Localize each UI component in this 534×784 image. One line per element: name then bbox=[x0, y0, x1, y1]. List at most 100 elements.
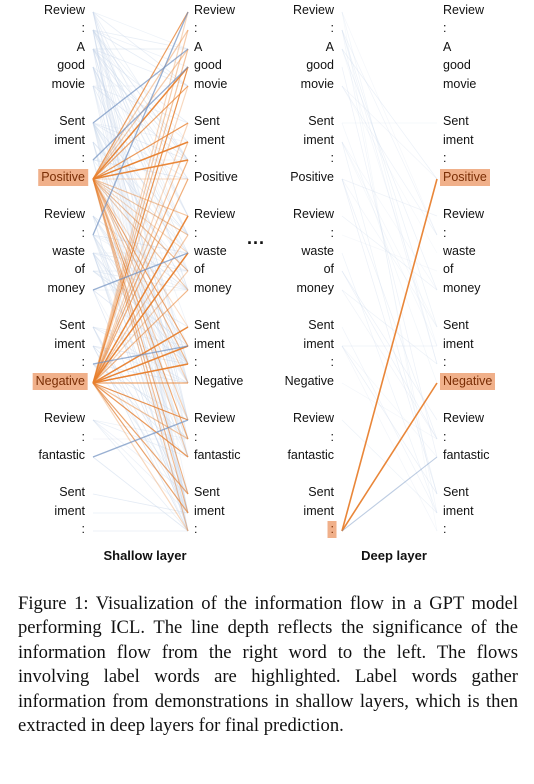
shallow-positive-flow bbox=[92, 85, 189, 180]
shallow-left-token-17-highlighted: Negative bbox=[32, 373, 88, 390]
shallow-strong-flow bbox=[92, 215, 189, 384]
shallow-faint-flow bbox=[92, 122, 189, 272]
shallow-faint-flow bbox=[92, 48, 189, 236]
deep-faint-flow bbox=[341, 289, 438, 440]
deep-right-token-23: : bbox=[443, 522, 447, 536]
shallow-strong-flow bbox=[92, 363, 189, 384]
deep-right-token-6: iment bbox=[443, 133, 474, 147]
shallow-right-token-11: waste bbox=[194, 244, 227, 258]
shallow-blue-flow bbox=[92, 252, 189, 291]
shallow-left-token-15: iment bbox=[54, 337, 85, 351]
shallow-faint-flow bbox=[92, 85, 189, 272]
deep-left-token-22: iment bbox=[303, 504, 334, 518]
shallow-faint-flow bbox=[92, 252, 189, 532]
shallow-faint-flow bbox=[92, 419, 189, 532]
deep-right-token-0: Review bbox=[443, 3, 484, 17]
deep-right-token-13: money bbox=[443, 281, 481, 295]
shallow-right-token-7: : bbox=[194, 151, 198, 165]
shallow-faint-flow bbox=[92, 11, 189, 272]
deep-right-token-2: A bbox=[443, 40, 452, 54]
shallow-left-token-20: fantastic bbox=[38, 448, 85, 462]
shallow-negative-flow bbox=[92, 66, 189, 384]
shallow-right-token-17: Negative bbox=[194, 374, 244, 388]
deep-faint-flow bbox=[341, 29, 438, 514]
shallow-faint-flow bbox=[92, 11, 189, 50]
deep-faint-flow bbox=[341, 66, 438, 458]
deep-right-token-3: good bbox=[443, 58, 471, 72]
deep-right-token-10: : bbox=[443, 226, 447, 240]
deep-right-token-11: waste bbox=[443, 244, 476, 258]
deep-left-token-16: : bbox=[330, 355, 334, 369]
deep-faint-flow bbox=[341, 215, 438, 291]
deep-left-token-8: Positive bbox=[290, 170, 334, 184]
shallow-faint-flow bbox=[92, 493, 189, 514]
deep-faint-flow bbox=[341, 85, 438, 180]
shallow-faint-flow bbox=[92, 48, 189, 161]
shallow-faint-flow bbox=[92, 11, 189, 87]
shallow-right-token-8: Positive bbox=[194, 170, 238, 184]
deep-faint-flow bbox=[341, 29, 438, 236]
shallow-right-token-15: iment bbox=[194, 337, 225, 351]
shallow-blue-flow bbox=[92, 66, 189, 161]
deep-faint-flow bbox=[341, 48, 438, 291]
deep-left-token-18: Review bbox=[293, 411, 334, 425]
shallow-left-token-13: money bbox=[47, 281, 85, 295]
shallow-left-token-21: Sent bbox=[59, 485, 85, 499]
deep-left-token-1: : bbox=[330, 21, 334, 35]
deep-faint-flow bbox=[341, 11, 438, 236]
shallow-strong-flow bbox=[92, 141, 189, 180]
deep-faint-flow bbox=[341, 29, 438, 365]
shallow-faint-flow bbox=[92, 29, 189, 180]
shallow-negative-flow bbox=[92, 382, 189, 458]
deep-faint-flow bbox=[341, 141, 438, 291]
deep-negative-extraction-flow bbox=[341, 382, 438, 532]
deep-faint-flow bbox=[341, 85, 438, 254]
deep-left-token-13: money bbox=[296, 281, 334, 295]
deep-faint-flow bbox=[341, 289, 438, 365]
shallow-negative-flow bbox=[92, 289, 189, 384]
shallow-positive-flow bbox=[92, 178, 189, 347]
deep-blue-flow bbox=[341, 456, 438, 532]
shallow-left-token-18: Review bbox=[44, 411, 85, 425]
deep-left-token-11: waste bbox=[301, 244, 334, 258]
layer-ellipsis: ... bbox=[247, 228, 266, 248]
shallow-faint-flow bbox=[92, 66, 189, 365]
deep-left-token-20: fantastic bbox=[287, 448, 334, 462]
deep-left-token-6: iment bbox=[303, 133, 334, 147]
deep-right-token-1: : bbox=[443, 21, 447, 35]
shallow-negative-flow bbox=[92, 270, 189, 384]
shallow-positive-flow bbox=[92, 178, 189, 328]
deep-left-token-4: movie bbox=[300, 77, 334, 91]
deep-left-token-7: : bbox=[330, 151, 334, 165]
deep-left-token-14: Sent bbox=[308, 318, 334, 332]
shallow-blue-flow bbox=[92, 11, 189, 236]
deep-right-token-17-highlighted: Negative bbox=[440, 373, 496, 390]
shallow-strong-flow bbox=[92, 345, 189, 384]
deep-faint-flow bbox=[341, 11, 438, 532]
deep-faint-flow bbox=[341, 85, 438, 236]
shallow-right-token-21: Sent bbox=[194, 485, 220, 499]
deep-right-token-12: of bbox=[443, 262, 454, 276]
shallow-negative-flow bbox=[92, 382, 189, 532]
shallow-positive-flow bbox=[92, 29, 189, 180]
deep-left-token-12: of bbox=[323, 262, 334, 276]
shallow-faint-flow bbox=[92, 48, 189, 365]
deep-faint-flow bbox=[341, 178, 438, 328]
shallow-right-token-13: money bbox=[194, 281, 232, 295]
deep-left-token-23-highlighted: : bbox=[327, 521, 337, 538]
flow-lines bbox=[92, 11, 438, 532]
deep-right-token-18: Review bbox=[443, 411, 484, 425]
shallow-faint-flow bbox=[92, 141, 189, 236]
shallow-left-token-0: Review bbox=[44, 3, 85, 17]
deep-faint-flow bbox=[341, 178, 438, 440]
deep-faint-flow bbox=[341, 122, 438, 384]
shallow-right-token-2: A bbox=[194, 40, 203, 54]
deep-faint-flow bbox=[341, 382, 438, 440]
shallow-positive-flow bbox=[92, 178, 189, 254]
deep-left-token-17: Negative bbox=[284, 374, 334, 388]
shallow-right-token-20: fantastic bbox=[194, 448, 241, 462]
shallow-right-token-4: movie bbox=[194, 77, 228, 91]
shallow-right-token-19: : bbox=[194, 430, 198, 444]
shallow-faint-flow bbox=[92, 122, 189, 236]
